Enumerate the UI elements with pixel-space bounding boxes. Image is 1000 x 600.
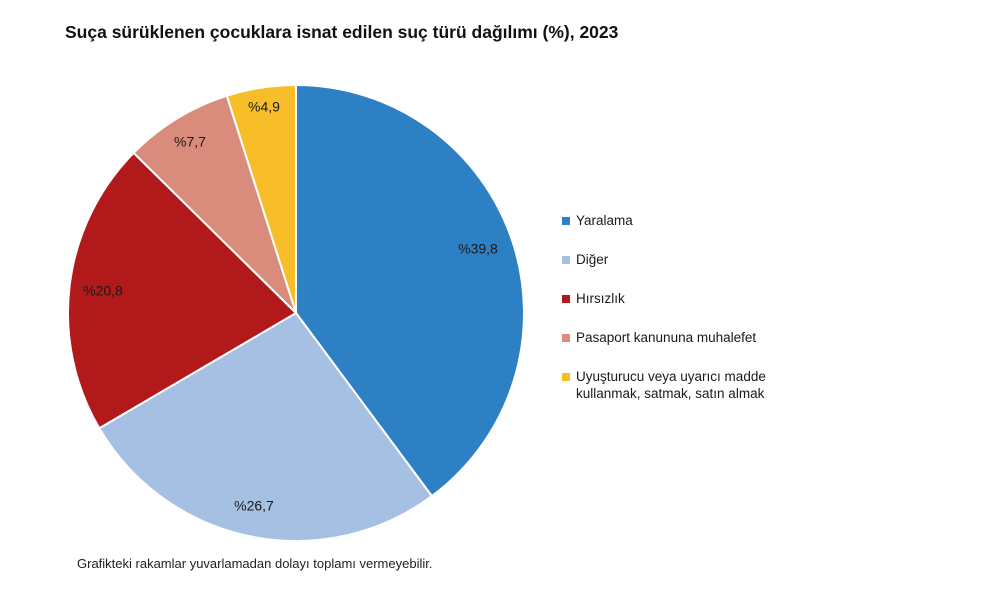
legend-swatch bbox=[562, 334, 570, 342]
slice-label-3: %20,8 bbox=[83, 283, 123, 299]
legend-swatch bbox=[562, 295, 570, 303]
slice-label-1: %39,8 bbox=[458, 241, 498, 257]
legend-item-5: Uyuşturucu veya uyarıcı madde kullanmak,… bbox=[562, 368, 826, 402]
pie-slice-2 bbox=[97, 311, 434, 542]
legend-item-4: Pasaport kanununa muhalefet bbox=[562, 329, 826, 346]
legend-swatch bbox=[562, 217, 570, 225]
pie-slice-3 bbox=[67, 151, 298, 430]
slice-label-4: %7,7 bbox=[174, 134, 206, 150]
legend-item-3: Hırsızlık bbox=[562, 290, 826, 307]
legend-label: Diğer bbox=[576, 252, 609, 267]
footnote: Grafikteki rakamlar yuvarlamadan dolayı … bbox=[77, 556, 433, 571]
legend-label: Pasaport kanununa muhalefet bbox=[576, 330, 757, 345]
legend-label: Yaralama bbox=[576, 213, 633, 228]
pie-slice-1 bbox=[295, 83, 525, 498]
slice-label-5: %4,9 bbox=[248, 99, 280, 115]
legend-swatch bbox=[562, 256, 570, 264]
legend-label: Uyuşturucu veya uyarıcı madde kullanmak,… bbox=[576, 369, 766, 401]
legend-swatch bbox=[562, 373, 570, 381]
legend-label: Hırsızlık bbox=[576, 291, 625, 306]
pie-slice-4 bbox=[132, 94, 297, 314]
legend-item-1: Yaralama bbox=[562, 212, 826, 229]
pie-slice-5 bbox=[225, 83, 297, 314]
legend-item-2: Diğer bbox=[562, 251, 826, 268]
chart-title: Suça sürüklenen çocuklara isnat edilen s… bbox=[65, 22, 619, 42]
slice-label-2: %26,7 bbox=[234, 498, 274, 514]
chart-legend: Yaralama Diğer Hırsızlık Pasaport kanununa … bbox=[562, 212, 826, 424]
